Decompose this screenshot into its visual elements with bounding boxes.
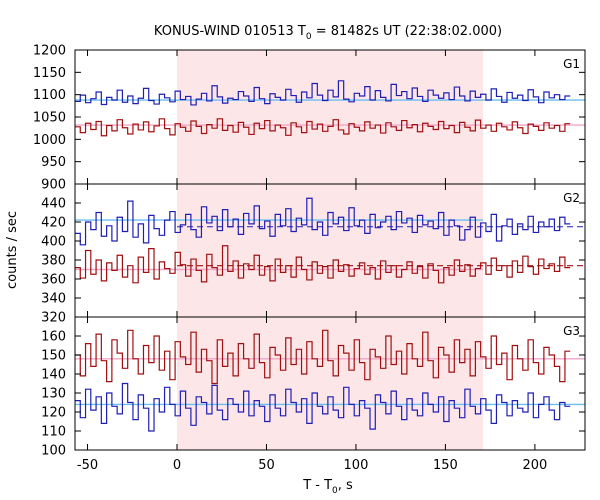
panel-G2-label: G2 — [563, 191, 580, 205]
panel-G1-ytick-label: 1050 — [33, 111, 66, 126]
panel-G3-ytick-label: 110 — [41, 425, 66, 440]
panel-G3-ytick-label: 100 — [41, 444, 66, 459]
panel-G3-ytick-label: 150 — [41, 349, 66, 364]
panel-G3-series-1 — [75, 382, 571, 432]
panel-G2-ytick-label: 340 — [41, 292, 66, 307]
panel-G2-series-0 — [75, 197, 571, 246]
panel-G2-ytick-label: 400 — [41, 235, 66, 250]
panel-G2-series-1 — [75, 245, 571, 284]
xtick-label: -50 — [77, 458, 98, 473]
x-axis-label: T - T0, s — [302, 478, 353, 496]
panel-G1-ytick-label: 950 — [41, 155, 66, 170]
panel-G3-ytick-label: 160 — [41, 330, 66, 345]
xtick-label: 150 — [433, 458, 458, 473]
panel-G2-ytick-label: 320 — [41, 311, 66, 326]
panel-G2-ytick-label: 440 — [41, 197, 66, 212]
panel-G1-label: G1 — [563, 57, 580, 71]
panel-G1-series-0 — [75, 80, 571, 106]
panel-G3-label: G3 — [563, 324, 580, 338]
panel-G3-ytick-label: 130 — [41, 387, 66, 402]
text-layer: KONUS-WIND 010513 T0 = 81482s UT (22:38:… — [5, 24, 580, 496]
panel-G3-frame — [74, 316, 586, 451]
panel-G2-ytick-label: 380 — [41, 254, 66, 269]
xtick-label: 100 — [344, 458, 369, 473]
panel-G3-ytick-label: 140 — [41, 368, 66, 383]
chart-title: KONUS-WIND 010513 T0 = 81482s UT (22:38:… — [154, 24, 502, 42]
panel-G1-ytick-label: 1100 — [33, 88, 66, 103]
y-axis-label: counts / sec — [5, 211, 20, 289]
tick-layer — [75, 49, 585, 451]
panel-G1-series-1 — [75, 118, 571, 137]
panel-G1-ytick-label: 1000 — [33, 133, 66, 148]
xtick-label: 50 — [258, 458, 275, 473]
panel-G3-series-0 — [75, 329, 571, 385]
xtick-label: 200 — [522, 458, 547, 473]
panel-G2-ytick-label: 420 — [41, 216, 66, 231]
panel-G2-ytick-label: 360 — [41, 273, 66, 288]
panel-G1-ytick-label: 1200 — [33, 44, 66, 59]
panel-G1-ytick-label: 1150 — [33, 66, 66, 81]
panel-G1-ytick-label: 900 — [41, 178, 66, 193]
xtick-label: 0 — [173, 458, 181, 473]
series-layer — [75, 80, 571, 432]
panel-G3-ytick-label: 120 — [41, 406, 66, 421]
